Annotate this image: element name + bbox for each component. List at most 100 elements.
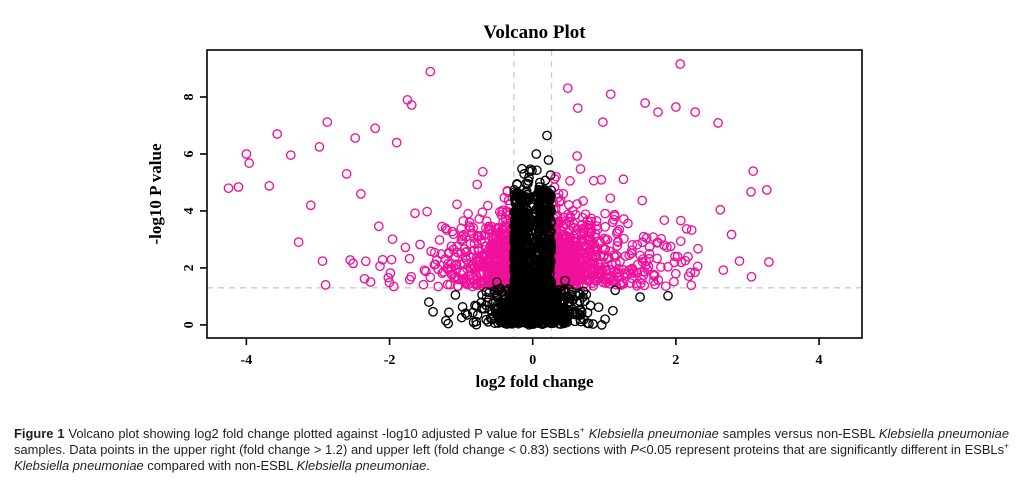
data-point <box>612 241 623 251</box>
data-point <box>524 300 535 311</box>
data-point <box>350 133 361 143</box>
data-point <box>480 277 490 287</box>
data-point <box>457 302 468 312</box>
volcano-plot: -4 -2 0 2 4 0 2 4 6 8 Volcano Plot log2 fold change… <box>146 22 863 391</box>
caption-segment: + <box>579 424 585 435</box>
data-point <box>264 181 275 191</box>
data-point <box>619 233 629 244</box>
data-point <box>552 217 563 228</box>
data-point <box>447 226 458 237</box>
data-point <box>456 312 467 323</box>
data-point <box>540 175 551 186</box>
data-point <box>583 233 594 244</box>
caption-segment: . <box>426 458 430 473</box>
data-point <box>563 200 574 210</box>
data-point <box>562 83 573 94</box>
data-point <box>272 129 283 139</box>
data-point <box>527 165 537 176</box>
data-point <box>607 217 618 228</box>
data-point <box>600 208 610 219</box>
data-point <box>293 237 304 247</box>
data-point <box>305 200 316 211</box>
caption-segment: Figure 1 <box>14 426 69 441</box>
data-point <box>545 262 555 273</box>
data-point <box>554 197 565 207</box>
data-point <box>499 220 510 230</box>
data-point <box>608 305 618 316</box>
data-point <box>544 258 555 269</box>
data-point <box>764 257 774 267</box>
data-point <box>612 267 623 278</box>
data-point <box>410 208 420 219</box>
data-point <box>537 319 548 330</box>
data-point <box>458 229 469 240</box>
data-point <box>525 164 536 175</box>
data-point <box>467 307 478 318</box>
data-point <box>424 297 434 307</box>
data-point <box>486 232 497 243</box>
data-point <box>468 317 479 328</box>
data-point <box>450 260 461 271</box>
data-point <box>441 315 451 326</box>
data-point <box>391 137 402 148</box>
data-point <box>472 179 483 190</box>
data-point <box>518 315 529 326</box>
data-point <box>285 150 296 160</box>
data-point <box>521 243 532 254</box>
data-point <box>565 232 576 243</box>
data-point <box>681 224 692 234</box>
data-point <box>549 182 560 193</box>
data-point <box>406 271 417 282</box>
data-point <box>476 297 487 308</box>
data-point <box>496 303 507 313</box>
data-point <box>715 204 726 215</box>
x-tick-label: -2 <box>384 353 396 368</box>
data-point <box>474 214 485 224</box>
caption-segment: P <box>630 442 639 457</box>
data-point <box>535 257 545 267</box>
tick-labels: -4 -2 0 2 4 0 2 4 6 8 <box>182 94 823 368</box>
x-axis-label: log2 fold change <box>475 372 594 391</box>
data-point <box>535 211 546 222</box>
data-point <box>440 254 451 264</box>
data-point <box>523 318 534 328</box>
data-point <box>530 194 540 205</box>
data-point <box>593 302 604 313</box>
data-point <box>565 176 575 186</box>
data-point <box>425 66 436 77</box>
data-point <box>746 271 757 282</box>
data-point <box>530 295 541 305</box>
data-point <box>480 249 491 260</box>
data-point <box>421 266 431 277</box>
data-point <box>671 102 681 112</box>
data-point <box>513 314 524 325</box>
data-point <box>620 251 631 261</box>
data-point <box>422 206 432 217</box>
axis-ticks <box>200 96 820 345</box>
caption-segment: + <box>1004 440 1009 451</box>
data-point <box>365 277 376 287</box>
data-point <box>459 244 470 254</box>
data-point <box>456 223 467 234</box>
data-point <box>625 278 636 288</box>
caption-segment: <0.05 represent proteins that are signif… <box>638 442 1005 457</box>
data-point <box>317 256 328 266</box>
data-point <box>491 290 502 301</box>
data-point <box>558 317 568 328</box>
data-point <box>523 176 534 186</box>
data-point <box>675 236 686 247</box>
data-point <box>519 169 529 179</box>
data-point <box>537 204 548 215</box>
data-point <box>531 149 542 159</box>
data-point <box>479 237 490 247</box>
data-point <box>489 244 500 255</box>
data-point <box>575 310 586 320</box>
data-point <box>578 223 589 234</box>
data-point <box>516 243 527 254</box>
caption-segment: samples versus non-ESBL <box>718 426 879 441</box>
data-point <box>481 286 492 297</box>
caption-segment: Volcano plot showing log2 fold change pl… <box>68 426 580 441</box>
data-point <box>686 280 697 291</box>
y-tick-label: 6 <box>182 150 197 157</box>
data-point <box>375 261 385 272</box>
